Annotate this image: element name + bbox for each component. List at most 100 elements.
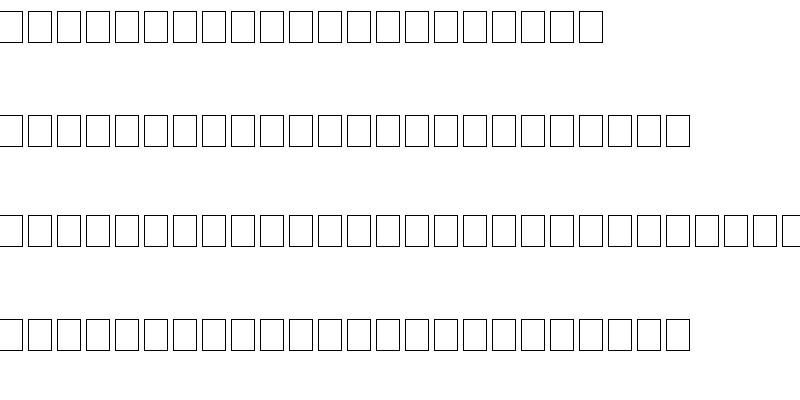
missing-glyph-box — [521, 319, 545, 351]
missing-glyph-box — [463, 319, 487, 351]
missing-glyph-box — [202, 215, 226, 247]
missing-glyph-box — [608, 319, 632, 351]
missing-glyph-box — [579, 319, 603, 351]
missing-glyph-box — [492, 319, 516, 351]
missing-glyph-box — [28, 319, 52, 351]
text-line-4 — [0, 319, 695, 351]
missing-glyph-box — [28, 215, 52, 247]
missing-glyph-box — [289, 11, 313, 43]
missing-glyph-box — [608, 215, 632, 247]
missing-glyph-box — [521, 215, 545, 247]
missing-glyph-box — [202, 319, 226, 351]
missing-glyph-box — [202, 11, 226, 43]
missing-glyph-box — [347, 11, 371, 43]
missing-glyph-box — [550, 115, 574, 147]
missing-glyph-box — [86, 319, 110, 351]
missing-glyph-box — [260, 115, 284, 147]
missing-glyph-box — [695, 215, 719, 247]
text-line-1 — [0, 11, 608, 43]
text-line-2 — [0, 115, 695, 147]
missing-glyph-box — [376, 11, 400, 43]
missing-glyph-box — [347, 215, 371, 247]
missing-glyph-box — [28, 115, 52, 147]
missing-glyph-box — [347, 319, 371, 351]
missing-glyph-box — [666, 115, 690, 147]
missing-glyph-box — [753, 215, 777, 247]
missing-glyph-box — [318, 115, 342, 147]
missing-glyph-box — [434, 115, 458, 147]
missing-glyph-box — [57, 215, 81, 247]
missing-glyph-box — [492, 215, 516, 247]
missing-glyph-box — [550, 319, 574, 351]
missing-glyph-box — [724, 215, 748, 247]
missing-glyph-box — [231, 319, 255, 351]
missing-glyph-box — [173, 115, 197, 147]
missing-glyph-box — [782, 215, 800, 247]
missing-glyph-box — [289, 115, 313, 147]
missing-glyph-box — [57, 115, 81, 147]
missing-glyph-box — [376, 215, 400, 247]
missing-glyph-box — [202, 115, 226, 147]
missing-glyph-box — [318, 11, 342, 43]
missing-glyph-box — [289, 215, 313, 247]
missing-glyph-box — [0, 319, 23, 351]
missing-glyph-box — [376, 115, 400, 147]
missing-glyph-box — [0, 115, 23, 147]
missing-glyph-box — [115, 11, 139, 43]
missing-glyph-box — [0, 215, 23, 247]
missing-glyph-box — [666, 319, 690, 351]
missing-glyph-box — [579, 115, 603, 147]
missing-glyph-box — [463, 115, 487, 147]
missing-glyph-box — [318, 319, 342, 351]
missing-glyph-box — [463, 11, 487, 43]
missing-glyph-box — [115, 215, 139, 247]
missing-glyph-box — [28, 11, 52, 43]
missing-glyph-box — [521, 11, 545, 43]
missing-glyph-box — [550, 215, 574, 247]
missing-glyph-box — [434, 319, 458, 351]
missing-glyph-box — [637, 215, 661, 247]
text-line-3 — [0, 215, 800, 247]
missing-glyph-box — [637, 319, 661, 351]
missing-glyph-box — [405, 319, 429, 351]
missing-glyph-box — [347, 115, 371, 147]
missing-glyph-box — [637, 115, 661, 147]
missing-glyph-box — [173, 215, 197, 247]
missing-glyph-box — [405, 215, 429, 247]
missing-glyph-box — [144, 11, 168, 43]
missing-glyph-box — [231, 215, 255, 247]
missing-glyph-box — [57, 11, 81, 43]
missing-glyph-box — [608, 115, 632, 147]
missing-glyph-box — [144, 319, 168, 351]
missing-glyph-box — [115, 115, 139, 147]
missing-glyph-box — [405, 115, 429, 147]
missing-glyph-box — [0, 11, 23, 43]
missing-glyph-box — [86, 115, 110, 147]
missing-glyph-box — [376, 319, 400, 351]
missing-glyph-box — [260, 319, 284, 351]
missing-glyph-box — [579, 11, 603, 43]
missing-glyph-box — [492, 115, 516, 147]
missing-glyph-box — [492, 11, 516, 43]
missing-glyph-box — [260, 215, 284, 247]
missing-glyph-box — [231, 115, 255, 147]
missing-glyph-box — [666, 215, 690, 247]
missing-glyph-box — [231, 11, 255, 43]
missing-glyph-box — [579, 215, 603, 247]
missing-glyph-box — [86, 215, 110, 247]
missing-glyph-box — [86, 11, 110, 43]
missing-glyph-box — [115, 319, 139, 351]
missing-glyph-box — [550, 11, 574, 43]
missing-glyph-box — [434, 11, 458, 43]
missing-glyph-box — [318, 215, 342, 247]
missing-glyph-box — [144, 215, 168, 247]
missing-glyph-box — [434, 215, 458, 247]
missing-glyph-box — [521, 115, 545, 147]
missing-glyph-box — [173, 319, 197, 351]
missing-glyph-box — [289, 319, 313, 351]
missing-glyph-box — [405, 11, 429, 43]
missing-glyph-box — [260, 11, 284, 43]
missing-glyph-box — [173, 11, 197, 43]
missing-glyph-box — [463, 215, 487, 247]
missing-glyph-box — [57, 319, 81, 351]
